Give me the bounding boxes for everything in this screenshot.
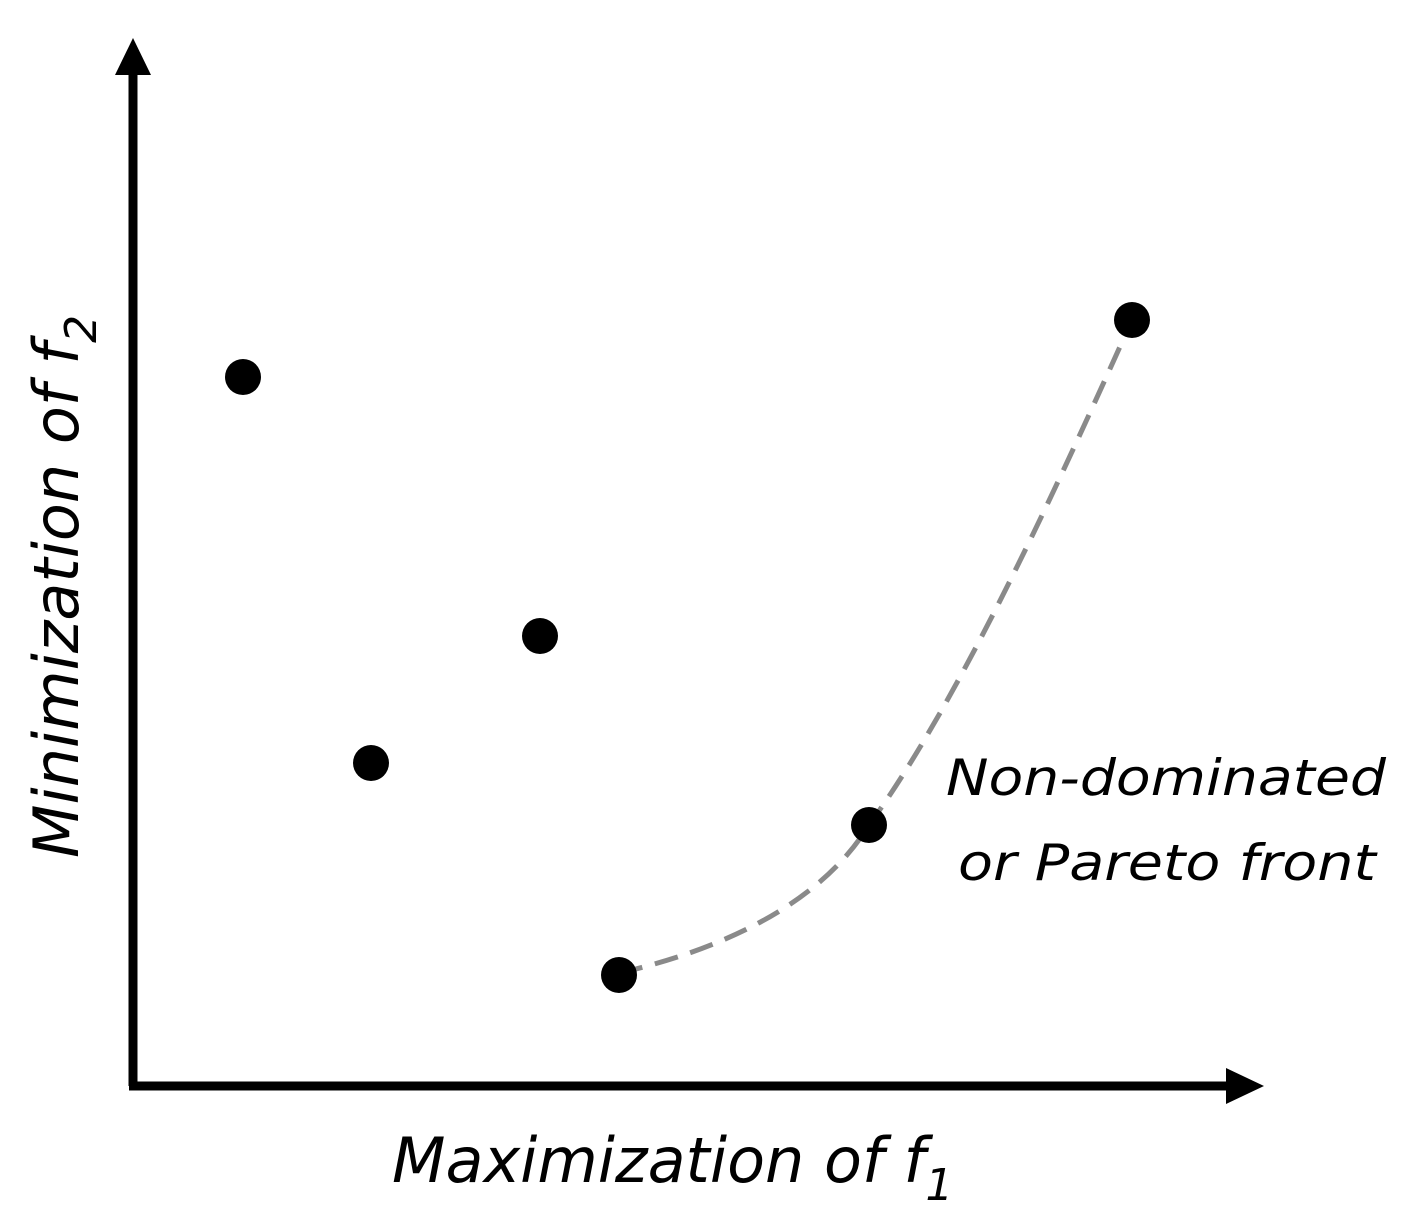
pareto-front-curve bbox=[618, 318, 1135, 976]
pareto-point bbox=[1114, 302, 1150, 338]
pareto-point bbox=[601, 957, 637, 993]
x-axis-arrowhead bbox=[1226, 1068, 1264, 1104]
y-axis-label-subscript: 2 bbox=[56, 315, 107, 343]
x-axis-label-subscript: 1 bbox=[925, 1160, 953, 1211]
x-axis-label-text: Maximization of bbox=[392, 1124, 904, 1197]
solution-point bbox=[522, 618, 558, 654]
front-label-line2: or Pareto front bbox=[958, 834, 1379, 892]
front-label-line1: Non-dominated bbox=[946, 749, 1386, 807]
axes bbox=[115, 38, 1264, 1104]
y-axis-label-text: Minimization of bbox=[20, 365, 93, 858]
pareto-point bbox=[851, 807, 887, 843]
solution-point bbox=[225, 359, 261, 395]
pareto-front-points bbox=[601, 302, 1150, 993]
dominated-points bbox=[225, 359, 558, 781]
solution-point bbox=[353, 745, 389, 781]
x-axis-label: Maximization of f1 bbox=[392, 1124, 953, 1211]
y-axis-arrowhead bbox=[115, 38, 151, 75]
y-axis-label: Minimization of f2 bbox=[20, 315, 107, 858]
